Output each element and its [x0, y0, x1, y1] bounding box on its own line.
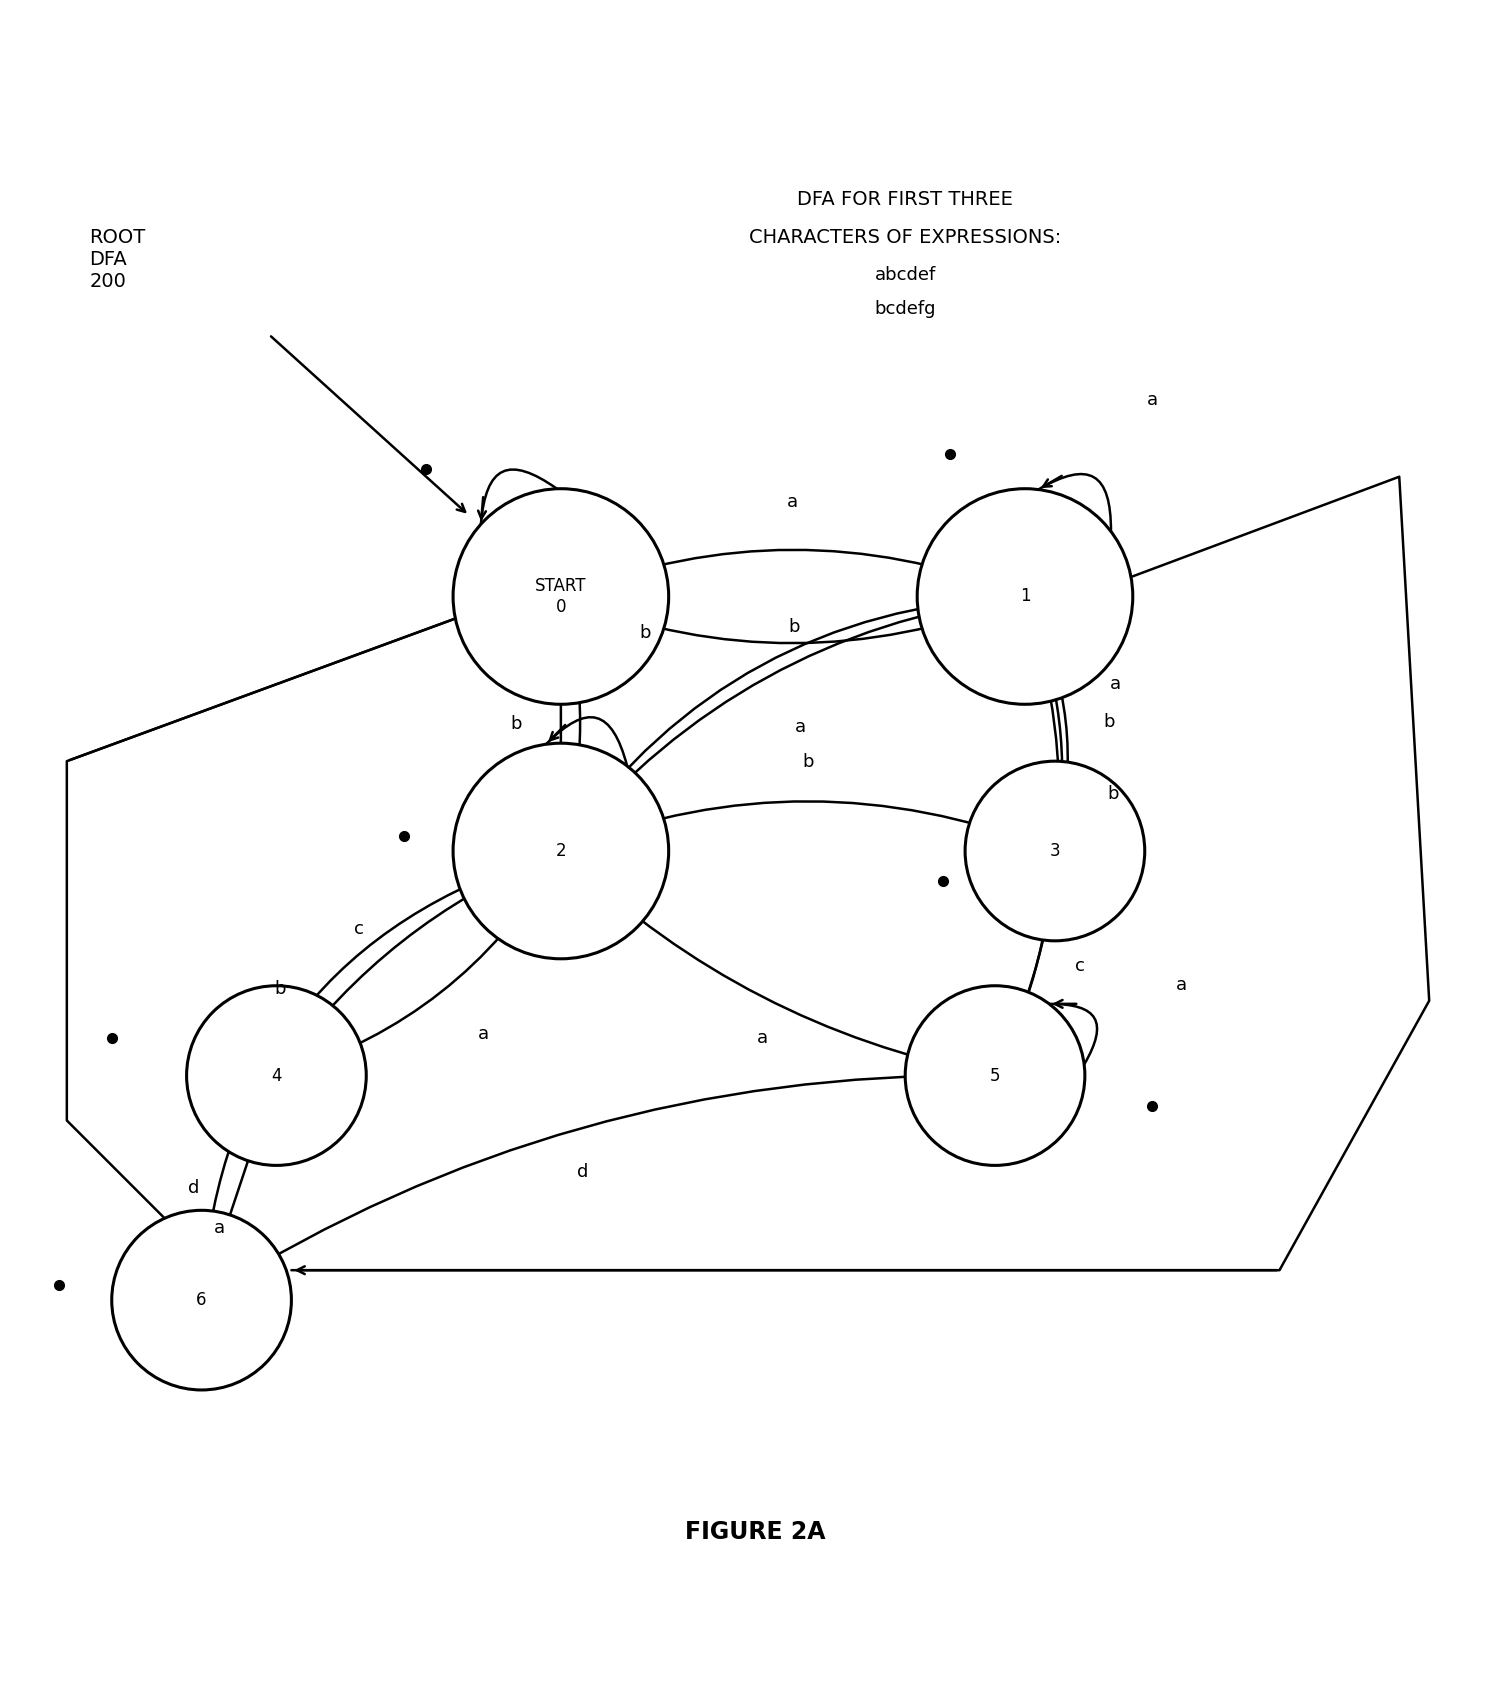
Text: a: a [1109, 674, 1121, 693]
Text: d: d [577, 1162, 589, 1181]
Circle shape [917, 488, 1133, 705]
Text: a: a [787, 494, 798, 511]
FancyArrowPatch shape [202, 853, 548, 1290]
Circle shape [905, 985, 1085, 1166]
Text: a: a [215, 1219, 225, 1237]
Circle shape [453, 488, 669, 705]
FancyArrowPatch shape [570, 550, 1014, 592]
Text: 1: 1 [1020, 587, 1031, 606]
Text: a: a [795, 718, 805, 735]
Text: 4: 4 [270, 1067, 281, 1084]
Text: 5: 5 [990, 1067, 1000, 1084]
Text: ROOT
DFA
200: ROOT DFA 200 [89, 228, 145, 291]
Text: 2: 2 [556, 842, 567, 860]
FancyArrowPatch shape [558, 606, 565, 839]
FancyArrowPatch shape [567, 596, 1012, 844]
FancyArrowPatch shape [562, 609, 580, 842]
FancyArrowPatch shape [1029, 606, 1062, 839]
Text: b: b [1108, 785, 1118, 803]
Text: 6: 6 [196, 1292, 207, 1309]
Text: a: a [1147, 391, 1157, 408]
Circle shape [966, 761, 1145, 941]
Text: START
0: START 0 [535, 577, 586, 616]
FancyArrowPatch shape [573, 802, 1046, 848]
Text: a: a [1176, 975, 1188, 994]
FancyArrowPatch shape [570, 860, 985, 1074]
Text: DFA FOR FIRST THREE: DFA FOR FIRST THREE [798, 191, 1014, 209]
Text: a: a [757, 1028, 769, 1047]
Text: d: d [189, 1179, 199, 1197]
FancyArrowPatch shape [568, 597, 1015, 841]
Circle shape [112, 1210, 292, 1391]
Text: a: a [477, 1025, 490, 1043]
FancyArrowPatch shape [999, 608, 1059, 1067]
FancyArrowPatch shape [204, 1084, 273, 1288]
Text: c: c [1074, 957, 1085, 975]
Text: FIGURE 2A: FIGURE 2A [686, 1520, 825, 1544]
Text: b: b [639, 625, 651, 642]
Text: c: c [354, 921, 364, 938]
Text: CHARACTERS OF EXPRESSIONS:: CHARACTERS OF EXPRESSIONS: [749, 228, 1061, 247]
Text: bcdefg: bcdefg [875, 300, 935, 318]
FancyArrowPatch shape [212, 1076, 985, 1294]
FancyArrowPatch shape [1000, 861, 1055, 1064]
Text: b: b [1103, 713, 1115, 730]
Text: 3: 3 [1050, 842, 1061, 860]
Text: b: b [511, 715, 521, 734]
FancyArrowPatch shape [284, 854, 552, 1065]
Text: b: b [275, 980, 286, 997]
Text: b: b [789, 618, 799, 635]
FancyArrowPatch shape [1031, 608, 1068, 841]
Text: abcdef: abcdef [875, 266, 935, 284]
FancyArrowPatch shape [286, 861, 555, 1072]
FancyArrowPatch shape [573, 601, 1015, 643]
Circle shape [453, 744, 669, 958]
Text: b: b [802, 752, 813, 771]
Circle shape [186, 985, 366, 1166]
